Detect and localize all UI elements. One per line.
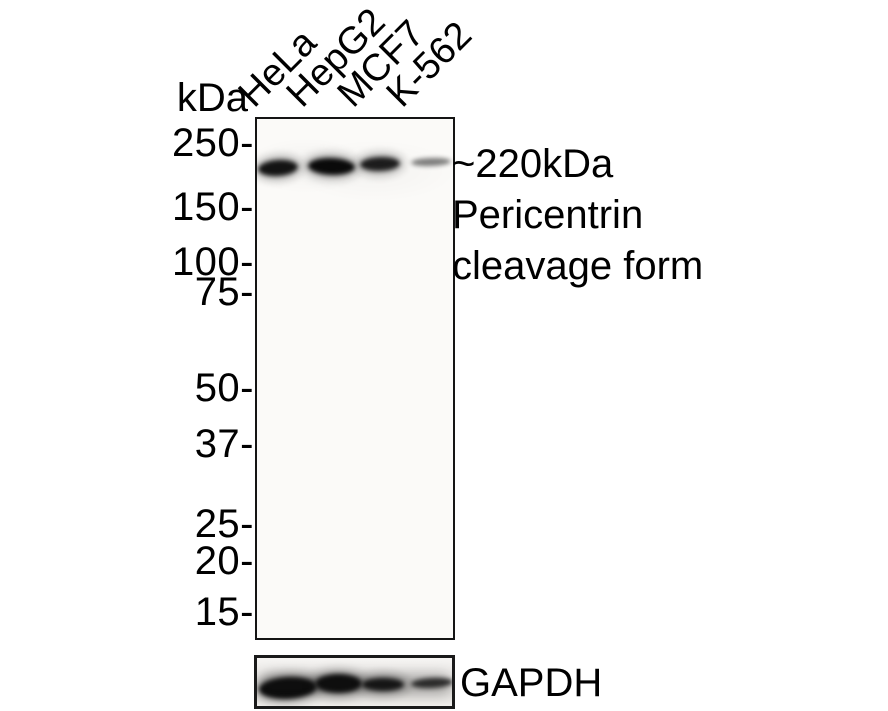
gapdh-blot-panel xyxy=(254,655,455,709)
marker-25kda: 25- xyxy=(194,502,254,546)
pericentrin-band-hela xyxy=(257,158,299,178)
marker-20kda: 20- xyxy=(194,539,254,583)
kda-unit-label: kDa xyxy=(176,76,248,120)
pericentrin-band-k-562 xyxy=(410,157,452,167)
annotation-line-protein-name: Pericentrin xyxy=(452,193,644,237)
pericentrin-band-mcf7 xyxy=(359,156,401,172)
marker-100kda: 100- xyxy=(171,240,254,284)
pericentrin-blot-panel xyxy=(255,117,455,640)
gapdh-band-smear xyxy=(259,674,451,694)
annotation-line-molecular-weight: ~220kDa xyxy=(452,142,614,186)
annotation-line-form: cleavage form xyxy=(452,244,704,288)
marker-150kda: 150- xyxy=(171,185,254,229)
marker-50kda: 50- xyxy=(194,366,254,410)
marker-250kda: 250- xyxy=(171,121,254,165)
marker-75kda: 75- xyxy=(194,270,254,314)
band-annotation: ~220kDa Pericentrin cleavage form xyxy=(452,139,703,292)
marker-15kda: 15- xyxy=(194,590,254,634)
pericentrin-band-hepg2 xyxy=(307,156,355,176)
gapdh-band-hepg2 xyxy=(314,673,362,693)
gapdh-band-mcf7 xyxy=(362,677,404,691)
marker-37kda: 37- xyxy=(194,422,254,466)
gapdh-label: GAPDH xyxy=(460,661,603,705)
